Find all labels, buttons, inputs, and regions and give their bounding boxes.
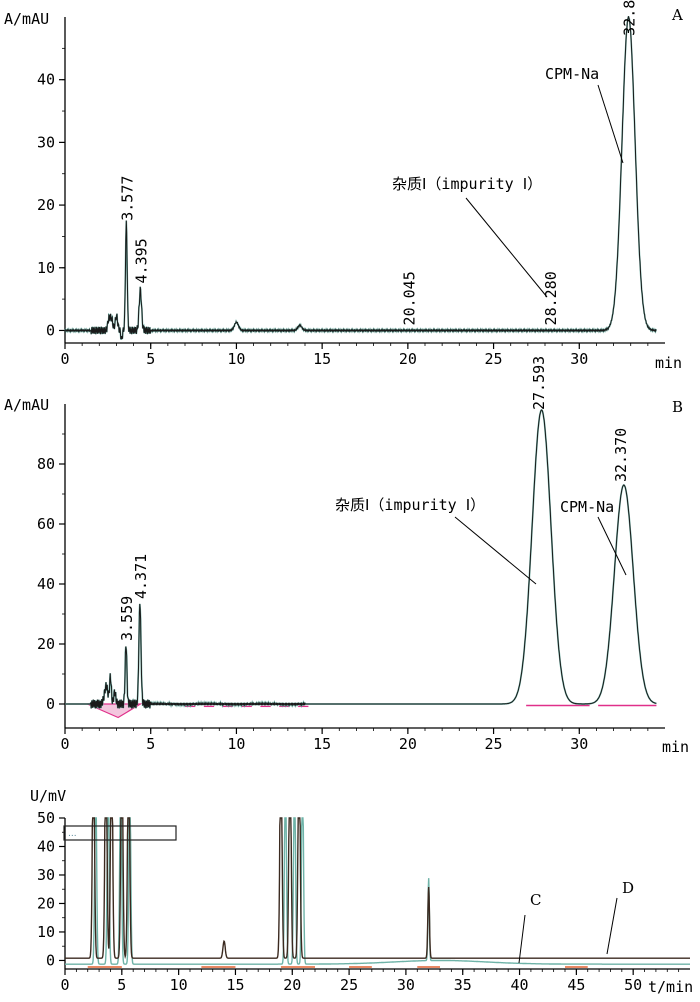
d-leader-line	[606, 897, 618, 955]
panel-b-impurity-label: 杂质Ⅰ（impurity Ⅰ）	[335, 496, 485, 514]
x-tick-label: 30	[570, 350, 588, 368]
x-tick-label: 5	[146, 350, 155, 368]
panel-b-cpm-label: CPM-Na	[560, 498, 614, 516]
peak-label: 4.371	[132, 554, 150, 599]
x-tick-label: 15	[226, 976, 244, 994]
y-tick-label: 40	[37, 837, 55, 855]
x-tick-label: 30	[397, 976, 415, 994]
panel-a: 0 5 10 15 20 25 30 0 10 20 30 40 3.577 4.395 20.045 28.…	[37, 0, 665, 368]
legend-box-text: ...	[68, 829, 77, 839]
peak-label: 4.395	[132, 238, 150, 283]
y-tick-label: 10	[37, 923, 55, 941]
chromatogram-trace-b-shadow	[65, 408, 657, 710]
cpm-leader-line	[597, 516, 627, 576]
x-tick-label: 0	[60, 976, 69, 994]
peak-label: 3.577	[118, 176, 136, 221]
panel-c-letter-d: D	[622, 879, 634, 897]
x-tick-label: 10	[227, 735, 245, 753]
peak-label: 27.593	[530, 356, 548, 410]
x-tick-label: 50	[624, 976, 642, 994]
y-tick-label: 80	[37, 455, 55, 473]
panel-a-letter: A	[671, 6, 683, 24]
x-tick-label: 0	[60, 350, 69, 368]
x-tick-label: 5	[117, 976, 126, 994]
x-tick-label: 25	[485, 735, 503, 753]
x-tick-label: 20	[283, 976, 301, 994]
panel-b-ylabel: A/mAU	[4, 396, 49, 414]
panel-b-xunit: min	[662, 738, 689, 756]
peak-label: 32.370	[612, 428, 630, 482]
panel-c-xunit: t/min	[648, 978, 693, 996]
impurity-leader-line	[465, 197, 548, 298]
y-tick-label: 40	[37, 71, 55, 89]
panel-a-xunit: min	[655, 354, 682, 372]
x-tick-label: 25	[340, 976, 358, 994]
y-tick-label: 50	[37, 809, 55, 827]
panel-a-ylabel: A/mAU	[4, 10, 49, 28]
chromatogram-trace-a	[64, 16, 657, 340]
peak-label: 3.559	[118, 596, 136, 641]
impurity-leader-line	[454, 516, 537, 585]
y-tick-label: 60	[37, 515, 55, 533]
chromatogram-trace-b	[65, 409, 657, 709]
panel-c: 0 5 10 15 20 25 30 35 40 45 50 0 10 20 30 40 50	[37, 809, 690, 994]
panel-a-cpm-label: CPM-Na	[545, 65, 599, 83]
x-tick-label: 20	[399, 735, 417, 753]
y-tick-label: 20	[37, 196, 55, 214]
y-tick-label: 0	[46, 951, 55, 969]
panel-b-letter: B	[672, 398, 683, 416]
legend-box	[63, 825, 177, 841]
x-tick-label: 25	[485, 350, 503, 368]
panel-a-impurity-label: 杂质Ⅰ（impurity Ⅰ）	[392, 175, 542, 193]
c-leader-line	[518, 914, 526, 964]
y-tick-label: 10	[37, 259, 55, 277]
x-tick-label: 0	[60, 735, 69, 753]
peak-label: 20.045	[401, 271, 419, 325]
cpm-leader-line	[597, 84, 624, 164]
y-tick-label: 0	[46, 321, 55, 339]
y-tick-label: 20	[37, 635, 55, 653]
x-tick-label: 10	[227, 350, 245, 368]
y-tick-label: 0	[46, 695, 55, 713]
peak-label: 28.280	[542, 271, 560, 325]
x-tick-label: 45	[567, 976, 585, 994]
x-tick-label: 10	[170, 976, 188, 994]
y-tick-label: 30	[37, 866, 55, 884]
peak-label: 32.875	[621, 0, 639, 36]
trace-d	[65, 817, 690, 960]
x-tick-label: 5	[146, 735, 155, 753]
trace-c	[65, 817, 690, 965]
x-tick-label: 35	[454, 976, 472, 994]
x-tick-label: 40	[511, 976, 529, 994]
x-tick-label: 15	[313, 350, 331, 368]
y-tick-label: 40	[37, 575, 55, 593]
panel-c-letter-c: C	[530, 891, 541, 909]
x-tick-label: 15	[313, 735, 331, 753]
panel-c-ylabel: U/mV	[30, 787, 66, 805]
y-tick-label: 30	[37, 133, 55, 151]
x-tick-label: 30	[570, 735, 588, 753]
x-tick-label: 20	[399, 350, 417, 368]
y-tick-label: 20	[37, 894, 55, 912]
